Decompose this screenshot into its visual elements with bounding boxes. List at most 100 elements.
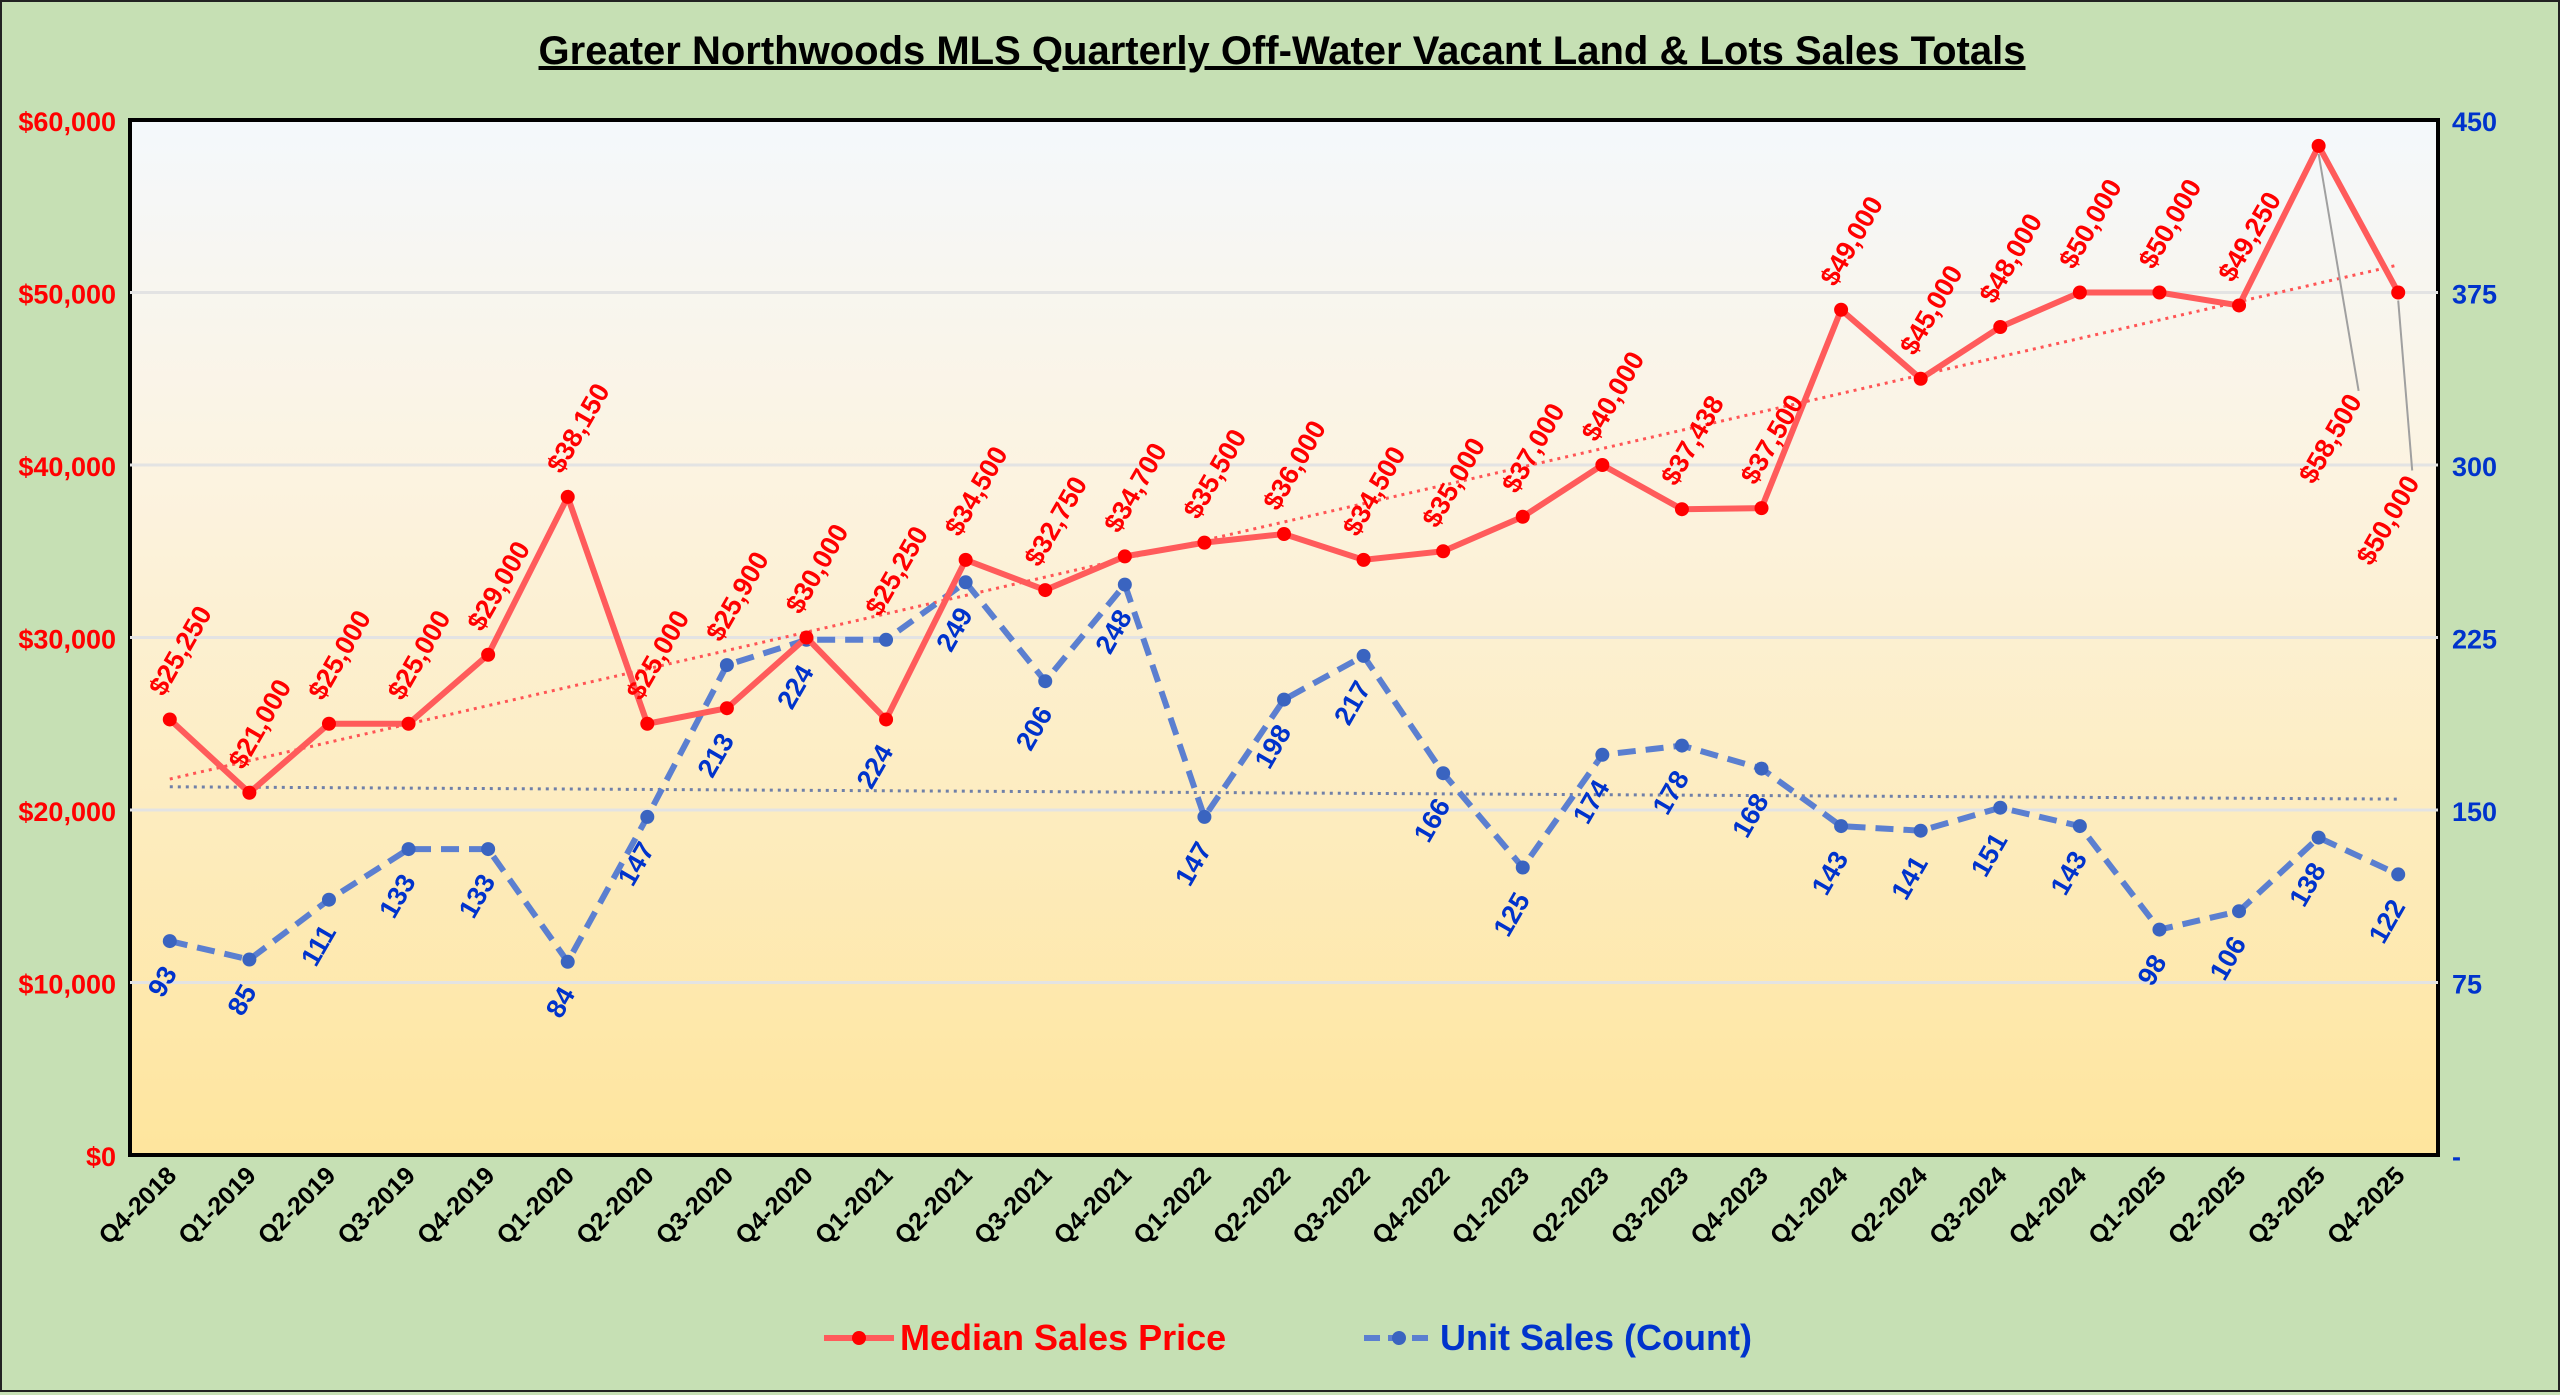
price-point xyxy=(1356,552,1371,567)
units-point xyxy=(2072,819,2087,834)
units-trendline xyxy=(169,785,2399,801)
y-right-tick-label: 375 xyxy=(2452,280,2497,310)
units-point xyxy=(2232,904,2247,919)
units-point xyxy=(1277,692,1291,707)
x-tick-label: Q3-2021 xyxy=(969,1161,1058,1250)
price-point xyxy=(1436,544,1451,559)
y-left-tick-label: $20,000 xyxy=(18,797,116,827)
y-right-tick-label: 300 xyxy=(2452,452,2497,482)
x-tick-label: Q2-2019 xyxy=(253,1161,342,1250)
price-point xyxy=(1754,501,1769,516)
x-tick-label: Q1-2021 xyxy=(810,1161,899,1250)
y-left-tick-label: $60,000 xyxy=(18,107,116,137)
x-tick-label: Q4-2024 xyxy=(2004,1161,2093,1250)
units-point xyxy=(1674,738,1689,753)
legend-units-label: Unit Sales (Count) xyxy=(1440,1317,1752,1358)
x-tick-label: Q2-2024 xyxy=(1844,1161,1933,1250)
price-point xyxy=(1674,502,1689,517)
x-tick-label: Q4-2023 xyxy=(1685,1161,1774,1250)
x-tick-label: Q3-2024 xyxy=(1924,1161,2013,1250)
y-right-tick-label: 225 xyxy=(2452,625,2497,655)
x-tick-label: Q4-2022 xyxy=(1367,1161,1456,1250)
price-point xyxy=(321,716,336,731)
price-point xyxy=(2232,298,2247,313)
price-point xyxy=(1117,549,1132,564)
x-tick-label: Q1-2023 xyxy=(1446,1161,1535,1250)
chart-title: Greater Northwoods MLS Quarterly Off-Wat… xyxy=(539,29,2026,73)
units-point xyxy=(1197,809,1212,824)
units-point xyxy=(321,892,336,907)
legend-price-marker xyxy=(852,1331,866,1345)
price-point xyxy=(2391,285,2406,300)
units-point xyxy=(560,954,575,969)
x-tick-label: Q3-2025 xyxy=(2242,1161,2331,1250)
price-point xyxy=(1515,509,1530,524)
price-point xyxy=(481,647,496,662)
price-point xyxy=(2311,138,2326,153)
price-point xyxy=(879,712,894,727)
y-right-tick-label: - xyxy=(2452,1142,2461,1172)
x-tick-label: Q3-2023 xyxy=(1606,1161,1695,1250)
units-point xyxy=(242,952,257,967)
units-point xyxy=(1117,577,1132,592)
price-point xyxy=(958,552,973,567)
y-right-tick-label: 450 xyxy=(2452,107,2497,137)
y-left-tick-label: $30,000 xyxy=(18,625,116,655)
x-tick-label: Q1-2025 xyxy=(2083,1161,2172,1250)
legend-price-label: Median Sales Price xyxy=(900,1317,1226,1358)
y-left-tick-label: $10,000 xyxy=(18,970,116,1000)
label-leader-line xyxy=(2397,300,2414,471)
price-point xyxy=(560,489,575,504)
units-point xyxy=(1913,823,1928,838)
units-point xyxy=(1038,674,1053,689)
x-tick-label: Q1-2019 xyxy=(173,1161,262,1250)
price-point xyxy=(640,716,655,731)
x-tick-label: Q3-2019 xyxy=(332,1161,421,1250)
x-tick-label: Q4-2019 xyxy=(412,1161,501,1250)
units-point xyxy=(1754,761,1769,776)
x-tick-label: Q4-2020 xyxy=(730,1161,819,1250)
x-tick-label: Q1-2020 xyxy=(491,1161,580,1250)
units-point xyxy=(1993,800,2008,815)
y-left-tick-label: $0 xyxy=(86,1142,116,1172)
price-point xyxy=(2152,285,2167,300)
x-tick-label: Q2-2023 xyxy=(1526,1161,1615,1250)
x-tick-label: Q3-2022 xyxy=(1287,1161,1376,1250)
price-point xyxy=(719,701,734,716)
x-tick-label: Q1-2024 xyxy=(1765,1161,1854,1250)
price-point xyxy=(1913,371,1928,386)
units-point xyxy=(401,842,416,857)
units-point xyxy=(162,934,177,949)
units-point xyxy=(719,658,734,673)
price-trendline xyxy=(169,263,2399,781)
price-point xyxy=(401,716,416,731)
x-tick-label: Q4-2021 xyxy=(1048,1161,1137,1250)
units-point xyxy=(1356,648,1371,663)
y-right-tick-label: 150 xyxy=(2452,797,2497,827)
x-tick-label: Q2-2020 xyxy=(571,1161,660,1250)
units-point xyxy=(879,632,894,647)
x-tick-label: Q1-2022 xyxy=(1128,1161,1217,1250)
price-point xyxy=(1038,583,1053,598)
price-point xyxy=(1834,302,1849,317)
y-right-tick-label: 75 xyxy=(2452,970,2482,1000)
y-left-tick-label: $50,000 xyxy=(18,280,116,310)
x-tick-label: Q2-2022 xyxy=(1208,1161,1297,1250)
units-point xyxy=(1436,766,1451,781)
units-point xyxy=(958,575,973,590)
units-point xyxy=(1834,819,1849,834)
price-point xyxy=(1595,458,1610,472)
price-point xyxy=(799,630,814,645)
x-tick-label: Q2-2021 xyxy=(889,1161,978,1250)
x-tick-label: Q2-2025 xyxy=(2163,1161,2252,1250)
x-tick-label: Q4-2025 xyxy=(2322,1161,2411,1250)
units-point xyxy=(1515,860,1530,875)
units-point xyxy=(2391,867,2406,882)
x-tick-label: Q4-2018 xyxy=(93,1161,182,1250)
units-point xyxy=(1595,747,1610,762)
price-point xyxy=(1993,320,2008,334)
legend-units-marker xyxy=(1392,1331,1406,1345)
price-point xyxy=(1197,535,1212,550)
